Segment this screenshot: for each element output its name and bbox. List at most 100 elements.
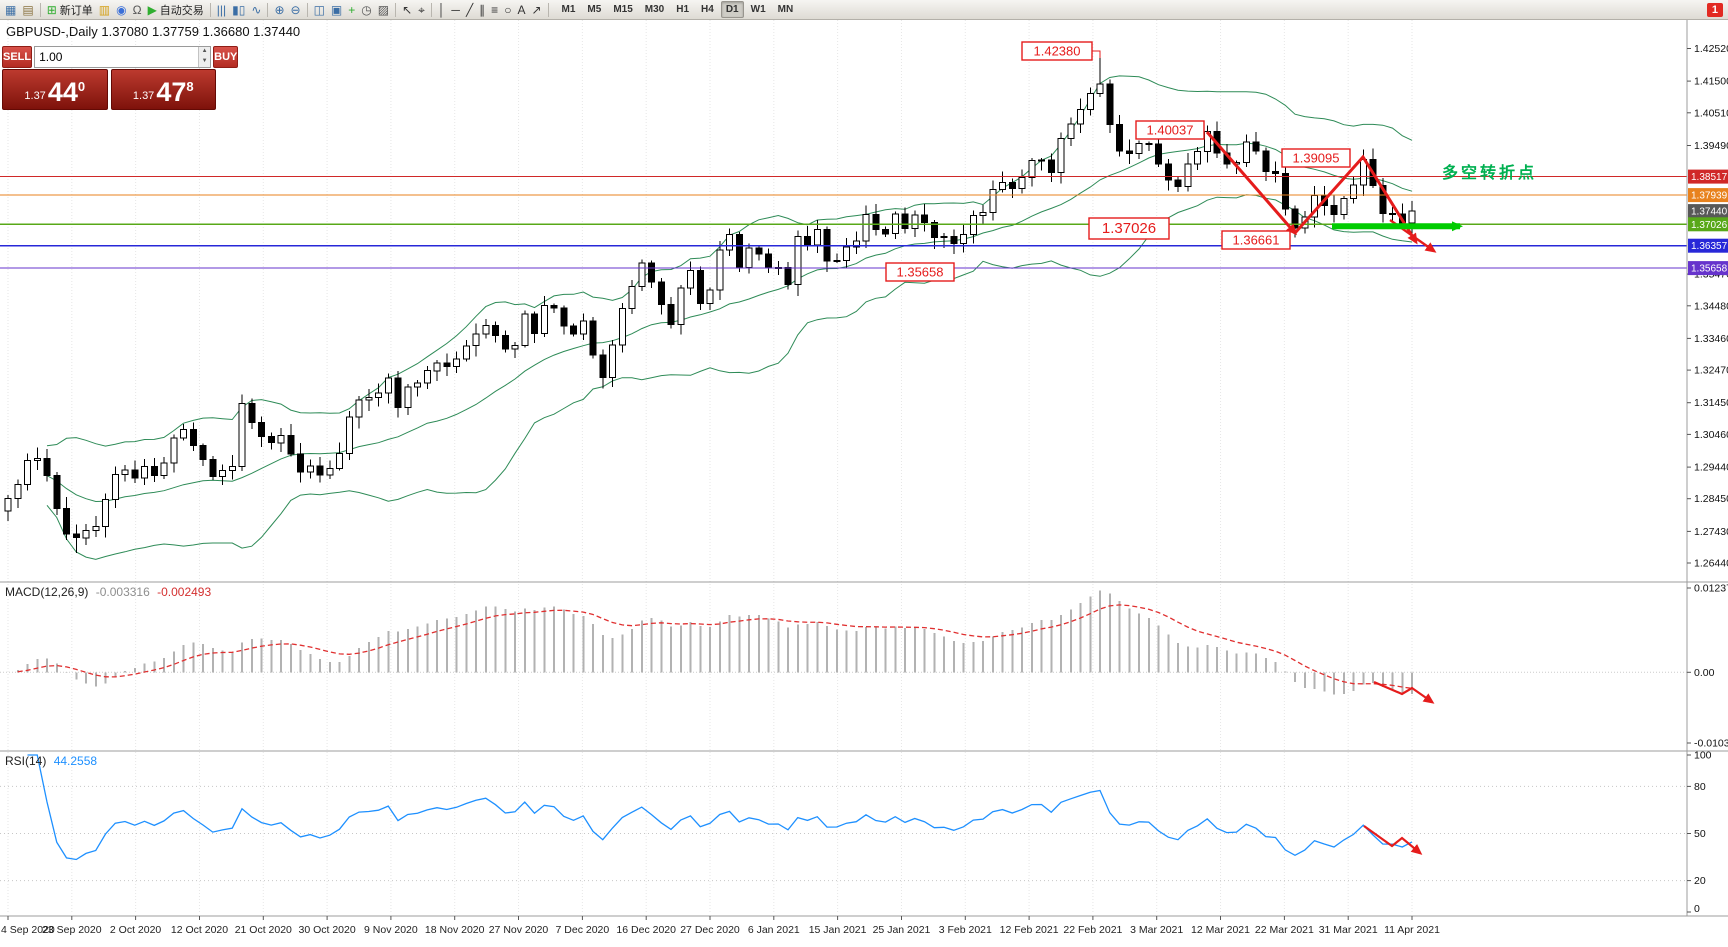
macd-signal-line [17,604,1413,690]
volume-up-button[interactable]: ▲ [199,47,211,57]
red-trend-arrow[interactable] [1205,131,1297,236]
buy-price-button[interactable]: 1.37 47 8 [110,69,216,110]
svg-text:0: 0 [1694,903,1700,915]
svg-text:1.28450: 1.28450 [1694,493,1728,505]
new-order-button[interactable]: ⊞ 新订单 [45,1,95,19]
svg-text:1.33460: 1.33460 [1694,333,1728,345]
sell-price-button[interactable]: 1.37 44 0 [2,69,108,110]
callout-box-1.40037[interactable] [1135,120,1205,140]
callout-box-1.42380[interactable] [1021,41,1093,61]
price-axis[interactable]: 1.425201.415001.405101.394901.354701.344… [1687,43,1728,570]
navigator-icon[interactable]: ◉ [114,1,128,19]
turning-point-annotation[interactable]: 多空转折点 [1442,165,1538,182]
profiles-icon[interactable]: ▤ [20,1,35,19]
candlestick-chart-icon[interactable]: ▮▯ [230,1,247,19]
toolbar-separator [430,2,432,17]
volume-down-button[interactable]: ▼ [199,57,211,67]
tile-windows-icon[interactable]: ◫ [312,1,327,19]
period-icon[interactable]: ◷ [359,1,373,19]
timeframe-mn-button[interactable]: MN [777,4,794,15]
zoom-out-icon: ⊖ [290,2,301,17]
autotrading-button[interactable]: ▶ 自动交易 [146,1,206,19]
autotrading-button: ▶ [147,2,157,17]
callout-box-1.39095[interactable] [1281,148,1351,168]
timeframe-d1-button[interactable]: D1 [720,1,744,18]
market-icon[interactable]: ▥ [97,1,112,19]
zoom-in-icon[interactable]: ⊕ [272,1,286,19]
toolbar-separator [209,2,211,17]
new-order-button: ⊞ [46,2,57,17]
svg-text:1.37026: 1.37026 [1102,220,1156,237]
svg-text:1.37440: 1.37440 [1691,207,1728,218]
callout-box-1.36661[interactable] [1221,230,1291,250]
price-tag-1.37026 [1688,217,1728,232]
svg-text:1.37939: 1.37939 [1691,191,1728,202]
fibonacci-icon[interactable]: ≡ [489,1,500,19]
trendline-icon: ╱ [465,2,474,17]
svg-text:100: 100 [1694,750,1712,762]
candlestick-series [4,53,1416,553]
ask-prefix: 1.37 [132,90,155,102]
price-tag-1.35658 [1688,261,1728,276]
new-order-button-label: 新订单 [59,4,93,17]
trade-panel-header-row: SELL ▲ ▼ BUY [2,46,239,68]
svg-text:15 Jan 2021: 15 Jan 2021 [809,924,867,936]
timeframe-m30-button[interactable]: M30 [644,4,665,15]
timeframe-m15-button[interactable]: M15 [613,4,633,15]
bar-chart-icon[interactable]: ||| [215,1,228,19]
text-icon[interactable]: A [515,1,527,19]
template-icon: ▨ [377,2,390,17]
svg-text:27 Nov 2020: 27 Nov 2020 [489,924,549,936]
svg-text:1.36661: 1.36661 [1233,233,1280,248]
buy-button[interactable]: BUY [213,46,239,68]
timeframe-m1-button[interactable]: M1 [561,4,576,15]
new-chart-icon: ▦ [5,2,17,17]
volume-input[interactable] [35,47,199,67]
svg-text:4 Sep 2020: 4 Sep 2020 [1,924,55,936]
svg-text:1.34480: 1.34480 [1694,300,1728,312]
timeframe-m5-button[interactable]: M5 [587,4,602,15]
macd-histogram [16,590,1413,695]
horizontal-line-icon[interactable]: ─ [449,1,462,19]
toolbar-separator [547,2,549,17]
alerts-icon[interactable]: Ω [131,1,144,19]
vertical-line-icon[interactable]: │ [436,1,448,19]
notification-badge[interactable]: 1 [1706,3,1723,17]
profiles-icon: ▤ [22,2,34,17]
zoom-out-icon[interactable]: ⊖ [289,1,303,19]
line-chart-icon[interactable]: ∿ [249,1,263,19]
add-indicator-icon[interactable]: + [346,1,357,19]
channel-icon[interactable]: ∥ [477,1,487,19]
new-chart-icon[interactable]: ▦ [3,1,18,19]
red-trend-arrow[interactable] [1293,154,1418,245]
timeframe-w1-button[interactable]: W1 [750,4,766,15]
callout-box-1.35658[interactable] [885,262,955,282]
sell-button[interactable]: SELL [2,46,33,68]
trendline-icon[interactable]: ╱ [464,1,475,19]
timeframe-h4-button[interactable]: H4 [701,4,714,15]
svg-text:1.41500: 1.41500 [1694,76,1728,88]
timeframe-h1-button[interactable]: H1 [676,4,690,15]
red-trend-arrow[interactable] [1373,680,1435,704]
svg-text:31 Mar 2021: 31 Mar 2021 [1319,924,1378,936]
shapes-icon[interactable]: ○ [502,1,513,19]
cascade-windows-icon[interactable]: ▣ [329,1,344,19]
rsi-indicator-label: RSI(14) 44.2558 [5,754,101,768]
svg-text:3 Feb 2021: 3 Feb 2021 [939,924,992,936]
template-icon[interactable]: ▨ [376,1,391,19]
svg-text:12 Mar 2021: 12 Mar 2021 [1191,924,1250,936]
callout-box-1.37026[interactable] [1088,217,1170,240]
svg-text:80: 80 [1694,781,1706,793]
crosshair-icon[interactable]: ⌖ [416,1,427,19]
arrows-icon[interactable]: ↗ [529,1,543,19]
svg-text:1.38517: 1.38517 [1691,172,1728,183]
cursor-icon[interactable]: ↖ [400,1,414,19]
svg-text:1.39490: 1.39490 [1694,140,1728,152]
price-callouts[interactable]: 1.42380 1.40037 1.39095 1.37026 1.36661 1.356… [885,41,1351,282]
red-trend-arrow[interactable] [1363,825,1423,855]
arrows-icon: ↗ [531,2,542,17]
macd-indicator-label: MACD(12,26,9) -0.003316 -0.002493 [5,585,215,599]
svg-text:12 Oct 2020: 12 Oct 2020 [171,924,228,936]
